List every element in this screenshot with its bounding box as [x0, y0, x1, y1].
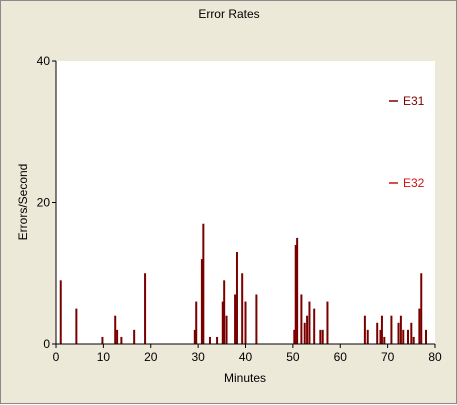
x-tick-label: 0: [53, 350, 60, 364]
bar-mark: [133, 329, 136, 344]
bar-mark: [383, 336, 386, 344]
bar-mark: [402, 329, 405, 344]
legend: E31 E32: [389, 94, 425, 190]
bar-mark: [420, 273, 423, 344]
x-tick-label: 30: [191, 350, 205, 364]
bar-mark: [418, 308, 421, 344]
bar-mark: [234, 294, 237, 344]
x-tick-label: 40: [239, 350, 253, 364]
bar-mark: [225, 315, 228, 344]
y-axis-ticks: 0 20 40: [37, 54, 56, 351]
bar-mark: [313, 308, 316, 344]
plot-area: [56, 61, 435, 344]
bar-group: [59, 223, 427, 344]
bar-mark: [380, 315, 383, 344]
x-tick-label: 70: [381, 350, 395, 364]
bar-mark: [223, 280, 226, 344]
bar-mark: [321, 329, 324, 344]
bar-mark: [326, 301, 329, 344]
bar-mark: [200, 259, 203, 344]
bar-mark: [241, 273, 244, 344]
bar-mark: [216, 336, 219, 344]
bar-mark: [303, 322, 306, 344]
bar-mark: [293, 329, 296, 344]
x-axis-title: Minutes: [224, 371, 266, 385]
y-tick-label: 40: [37, 54, 51, 68]
bar-mark: [120, 336, 123, 344]
x-tick-label: 20: [144, 350, 158, 364]
bar-mark: [406, 329, 409, 344]
x-axis-ticks: 0 10 20 30 40 50 60 70 80: [53, 344, 442, 364]
bar-mark: [116, 329, 119, 344]
bar-mark: [397, 322, 400, 344]
bar-mark: [308, 301, 311, 344]
bar-mark: [306, 315, 309, 344]
bar-mark: [363, 315, 366, 344]
bar-mark: [59, 280, 62, 344]
bar-mark: [319, 329, 322, 344]
bar-mark: [390, 315, 393, 344]
bar-mark: [255, 294, 258, 344]
legend-label: E32: [403, 176, 425, 190]
chart-title: Error Rates: [198, 7, 259, 21]
bar-mark: [221, 301, 224, 344]
bar-mark: [193, 329, 196, 344]
bar-mark: [202, 223, 205, 344]
x-tick-label: 10: [97, 350, 111, 364]
bar-mark: [300, 294, 303, 344]
legend-label: E31: [403, 94, 425, 108]
bar-mark: [410, 322, 413, 344]
x-tick-label: 50: [286, 350, 300, 364]
bar-mark: [424, 329, 427, 344]
y-axis-title: Errors/Second: [16, 164, 30, 241]
bar-mark: [244, 301, 247, 344]
y-tick-label: 0: [43, 337, 50, 351]
bar-mark: [195, 301, 198, 344]
x-tick-label: 80: [428, 350, 442, 364]
bar-mark: [366, 329, 369, 344]
bar-mark: [412, 336, 415, 344]
bar-mark: [379, 329, 382, 344]
bar-mark: [235, 252, 238, 344]
bar-mark: [208, 336, 211, 344]
y-tick-label: 20: [37, 196, 51, 210]
bar-mark: [144, 273, 147, 344]
bar-mark: [399, 315, 402, 344]
bar-mark: [376, 322, 379, 344]
bar-mark: [296, 237, 299, 344]
bar-mark: [101, 336, 104, 344]
x-tick-label: 60: [334, 350, 348, 364]
bar-mark: [114, 315, 117, 344]
bar-mark: [75, 308, 78, 344]
bar-mark: [294, 244, 297, 344]
